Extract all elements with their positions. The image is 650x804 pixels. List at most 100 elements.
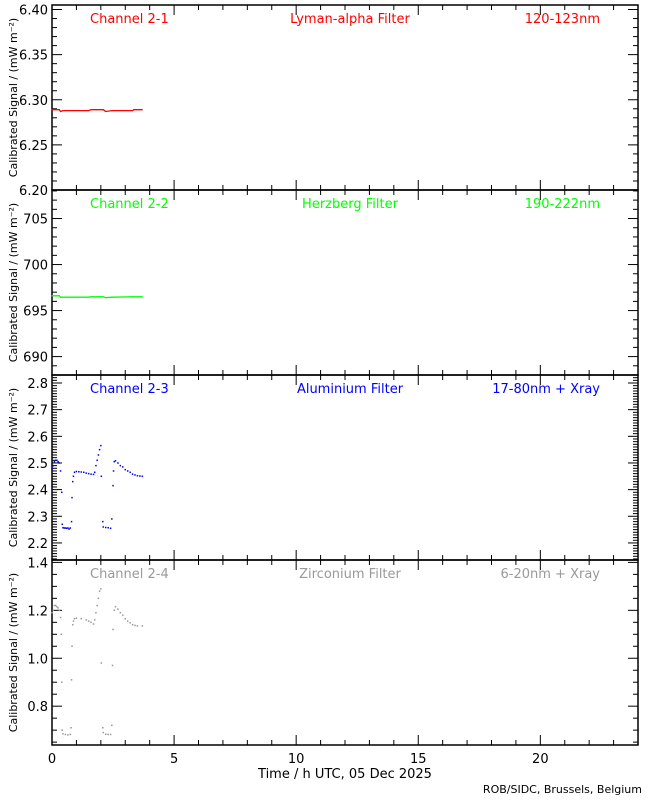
data-point [72,475,75,478]
data-point [72,623,74,626]
data-point [69,733,72,736]
data-point [131,623,134,626]
data-point [139,475,141,477]
data-point [60,633,63,636]
data-point [119,464,122,467]
data-point [111,110,113,112]
data-point [52,464,54,467]
data-point [92,473,95,476]
data-point [60,296,62,298]
y-axis-label: Calibrated Signal / (mW m⁻²) [7,203,20,362]
data-point [68,528,70,530]
panel-band-title: 17-80nm + Xray [492,382,600,397]
data-point [67,527,69,529]
data-point [112,470,115,472]
data-point [102,526,105,528]
data-point [105,110,107,112]
y-tick-label: 6.30 [19,94,48,109]
y-tick-label: 6.40 [19,4,48,19]
data-point [100,662,103,664]
y-axis-label: Calibrated Signal / (mW m⁻²) [7,18,20,177]
data-point [75,617,78,619]
data-point [107,733,109,736]
data-point [112,484,114,487]
data-point [98,590,101,592]
data-point [73,471,76,474]
data-point [96,459,98,462]
data-point [90,621,92,624]
panel-frame [51,4,639,191]
data-point [117,462,119,464]
data-point [95,464,97,467]
data-point [141,625,144,627]
data-point [100,444,102,447]
panel-channel-title: Channel 2-3 [90,382,169,397]
data-point [126,620,129,622]
panel-3: 2.2 2.3 2.4 2.5 2.6 2.7 2.8 Calibrated Signal /… [7,374,639,561]
data-point [132,296,134,298]
data-point [104,733,107,735]
data-point [53,604,56,607]
data-point [111,296,113,298]
data-point [102,726,104,729]
data-point [141,475,144,478]
panel-frame [51,189,639,376]
data-point [52,609,54,612]
y-tick-label: 690 [23,351,48,366]
data-point [114,605,117,608]
data-point [87,472,90,475]
panel-channel-title: Channel 2-1 [90,12,169,27]
data-point [58,462,61,464]
data-point [122,466,124,468]
data-point [80,617,83,620]
data-point [75,470,78,473]
data-point [54,459,57,462]
y-tick-label: 1.4 [27,556,48,571]
data-point [70,726,72,729]
data-point [63,527,65,529]
data-point [100,475,103,478]
y-tick-label: 695 [23,305,48,320]
y-tick-label: 2.6 [27,430,48,445]
x-tick-label: 20 [532,752,549,767]
panel-filter-title: Aluminium Filter [297,382,404,397]
y-tick-label: 6.25 [19,139,48,154]
y-tick-label: 2.7 [27,404,48,419]
data-point [124,468,126,471]
data-point [124,110,126,112]
y-axis-label: Calibrated Signal / (mW m⁻²) [7,573,20,732]
data-point [112,628,114,631]
y-tick-label: 6.35 [19,49,48,64]
data-point [92,623,95,625]
data-point [97,597,100,600]
data-point [102,296,104,298]
data-point [131,473,134,475]
y-tick-label: 2.4 [27,484,48,499]
panel-filter-title: Zirconium Filter [299,567,401,582]
data-point [64,527,67,529]
data-point [95,611,97,614]
data-point [105,297,107,299]
data-point [57,607,59,609]
data-point [85,619,87,621]
data-point [141,296,143,298]
data-point [67,734,69,736]
data-point [61,491,63,494]
panel-band-title: 120-123nm [525,12,600,27]
data-point [113,609,116,612]
data-point [134,474,136,476]
data-point [133,109,135,111]
data-point [111,664,114,667]
data-point [96,604,98,607]
data-point [134,624,136,627]
data-point [88,296,90,298]
x-axis-label: Time / h UTC, 05 Dec 2025 [257,767,432,782]
x-tick-label: 10 [288,752,305,767]
series-line [52,295,143,299]
data-point [93,471,96,474]
x-tick-label: 0 [48,752,56,767]
data-point [132,110,134,112]
data-point [59,470,62,472]
